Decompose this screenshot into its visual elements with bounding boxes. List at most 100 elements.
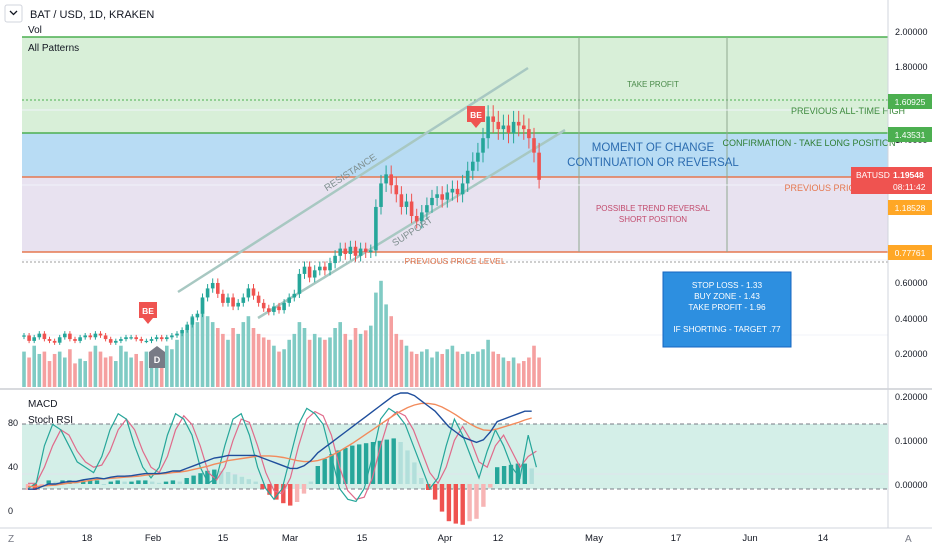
candle[interactable] [27,335,31,341]
candle[interactable] [491,116,495,122]
candle[interactable] [267,308,271,312]
candle[interactable] [511,121,516,133]
candle[interactable] [440,194,444,200]
candle[interactable] [409,201,414,216]
candle[interactable] [205,288,210,298]
candle[interactable] [414,216,419,222]
candle[interactable] [481,138,485,153]
candle[interactable] [522,125,526,130]
auto-scale-button[interactable]: A [905,534,912,545]
candle[interactable] [282,302,286,311]
candle[interactable] [358,248,363,256]
candle[interactable] [129,337,133,339]
candle[interactable] [22,335,26,337]
candle[interactable] [63,333,67,338]
candle[interactable] [318,266,322,271]
candle[interactable] [83,335,87,338]
candle[interactable] [465,170,470,184]
candle[interactable] [88,335,93,338]
candle[interactable] [42,333,47,340]
candle[interactable] [287,297,291,303]
candle[interactable] [52,340,57,343]
candle[interactable] [236,302,240,307]
candle[interactable] [343,248,348,255]
candle[interactable] [394,185,399,195]
candle[interactable] [190,317,195,325]
candle[interactable] [103,335,108,340]
candle[interactable] [420,212,424,222]
candle[interactable] [57,337,62,343]
candle[interactable] [175,333,179,336]
candle[interactable] [516,121,521,126]
candle[interactable] [246,288,251,298]
candle[interactable] [379,183,383,207]
candle[interactable] [78,337,82,341]
candle[interactable] [297,273,302,294]
time-axis[interactable]: 18 Feb 15 Mar 15 Apr 12 May 17 Jun 14 [82,533,829,544]
candle[interactable] [323,266,327,271]
candle[interactable] [353,246,358,256]
candle[interactable] [374,206,378,251]
candle[interactable] [496,121,501,130]
candle[interactable] [114,340,118,343]
candle[interactable] [108,339,113,343]
candle[interactable] [165,337,169,340]
candle[interactable] [333,255,337,264]
candle[interactable] [471,161,475,171]
candle[interactable] [532,138,536,153]
candle[interactable] [98,333,103,336]
candle[interactable] [307,266,312,278]
candle[interactable] [144,340,149,343]
candle[interactable] [256,295,261,303]
candle[interactable] [251,288,256,296]
candle[interactable] [226,297,230,303]
candle[interactable] [450,188,455,193]
candle[interactable] [37,333,42,338]
candle[interactable] [328,263,332,271]
zoom-left-button[interactable]: Z [8,534,14,545]
candle[interactable] [338,248,342,256]
candle[interactable] [425,205,429,213]
toggle-icon[interactable] [4,4,23,23]
candle[interactable] [195,313,200,318]
candle[interactable] [384,174,388,184]
candle[interactable] [139,339,144,341]
candle[interactable] [124,337,128,340]
candle[interactable] [363,248,368,253]
candle[interactable] [455,188,460,195]
candle[interactable] [216,282,220,294]
candle[interactable] [445,192,450,200]
candle[interactable] [435,194,439,198]
candle[interactable] [154,337,159,340]
candle[interactable] [486,116,490,139]
candle[interactable] [501,125,506,130]
candle[interactable] [537,152,541,180]
candle[interactable] [93,333,98,338]
candle[interactable] [241,297,246,303]
candle[interactable] [399,194,404,207]
candle[interactable] [348,246,353,255]
candle[interactable] [32,337,36,341]
indicator-pane[interactable]: 80 40 0 [8,392,888,525]
candle[interactable] [200,297,205,314]
candle[interactable] [302,266,307,274]
candle[interactable] [430,197,434,206]
candle[interactable] [506,125,511,133]
candle[interactable] [231,297,235,307]
candles[interactable] [22,105,541,345]
candle[interactable] [149,339,154,341]
candle[interactable] [272,306,276,312]
candle[interactable] [73,339,77,341]
candle[interactable] [261,302,266,309]
candle[interactable] [47,339,52,341]
candle[interactable] [312,270,317,278]
candle[interactable] [460,183,465,195]
candle[interactable] [159,337,164,340]
candle[interactable] [210,282,215,289]
candle[interactable] [389,174,393,186]
candle[interactable] [369,250,373,253]
candle[interactable] [119,339,123,341]
candle[interactable] [180,330,184,334]
candle[interactable] [170,335,174,338]
